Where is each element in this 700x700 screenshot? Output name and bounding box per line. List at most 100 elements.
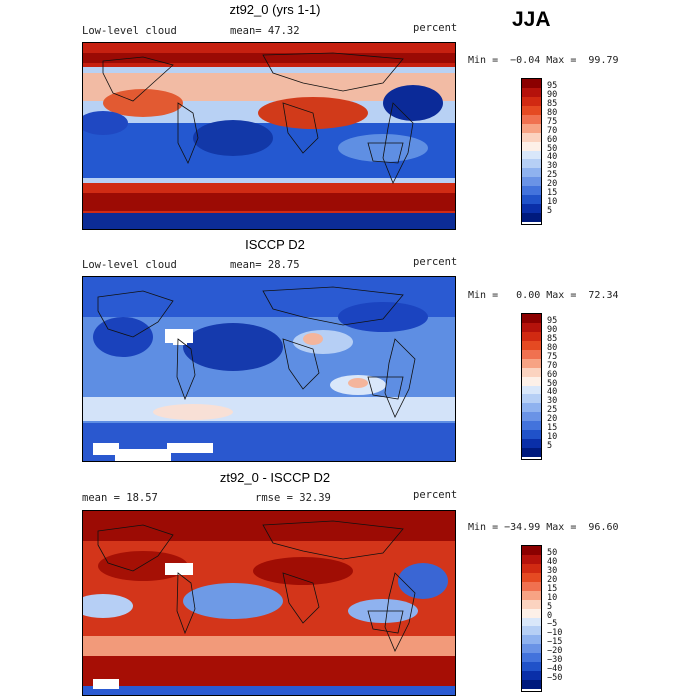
colorbar-swatch xyxy=(522,132,541,142)
colorbar-swatch xyxy=(522,554,541,564)
colorbar-swatch xyxy=(522,421,541,431)
colorbar-swatch xyxy=(522,79,541,88)
colorbar-tick-label: 10 xyxy=(547,432,558,443)
panel-3-map xyxy=(82,510,456,696)
colorbar-tick-label: 25 xyxy=(547,405,558,416)
panel-3-units-label: percent xyxy=(413,489,458,501)
colorbar-tick-label: −10 xyxy=(547,628,563,639)
colorbar-swatch xyxy=(522,150,541,160)
colorbar-swatch xyxy=(522,581,541,591)
colorbar-swatch xyxy=(522,349,541,359)
colorbar-tick-label: 85 xyxy=(547,98,558,109)
colorbar-tick-label: 15 xyxy=(547,188,558,199)
colorbar-swatch xyxy=(522,314,541,323)
colorbar-swatch xyxy=(522,439,541,449)
colorbar-tick-label: 0 xyxy=(547,610,553,621)
colorbar-tick-label: 20 xyxy=(547,414,558,425)
colorbar-tick-label: 50 xyxy=(547,143,558,154)
panel-3-mean-label: mean = 18.57 xyxy=(82,492,158,504)
panel-2-map xyxy=(82,276,456,462)
colorbar-tick-label: 90 xyxy=(547,89,558,100)
colorbar-swatch xyxy=(522,546,541,555)
colorbar-tick-label: 5 xyxy=(547,441,553,452)
season-label: JJA xyxy=(512,8,551,31)
colorbar-swatch xyxy=(522,195,541,205)
colorbar-tick-label: 10 xyxy=(547,197,558,208)
colorbar-swatch xyxy=(522,403,541,413)
panel-1-colorbar-labels: 95 90 85 80 75 70 60 50 40 30 25 20 15 10 5 xyxy=(547,78,577,225)
panel-3-min-max: Min = −34.99 Max = 96.60 xyxy=(468,522,619,533)
colorbar-swatch xyxy=(522,662,541,672)
colorbar-tick-label: 15 xyxy=(547,583,558,594)
colorbar-tick-label: 15 xyxy=(547,423,558,434)
colorbar-tick-label: 5 xyxy=(547,601,553,612)
panel-1-mean-label: mean= 47.32 xyxy=(230,25,300,37)
colorbar-swatch xyxy=(522,572,541,582)
colorbar-tick-label: 90 xyxy=(547,324,558,335)
panel-2-colorbar-labels: 95 90 85 80 75 70 60 50 40 30 25 20 15 10 5 xyxy=(547,313,577,460)
colorbar-swatch xyxy=(522,96,541,106)
colorbar-tick-label: 20 xyxy=(547,574,558,585)
colorbar-swatch xyxy=(522,385,541,395)
colorbar-swatch xyxy=(522,671,541,681)
colorbar-tick-label: 60 xyxy=(547,134,558,145)
colorbar-swatch xyxy=(522,114,541,124)
panel-1-colorbar xyxy=(521,78,542,225)
colorbar-swatch xyxy=(522,123,541,133)
colorbar-swatch xyxy=(522,635,541,645)
panel-1-min-max: Min = −0.04 Max = 99.79 xyxy=(468,55,619,66)
colorbar-tick-label: 70 xyxy=(547,360,558,371)
colorbar-swatch xyxy=(522,213,541,222)
colorbar-swatch xyxy=(522,322,541,332)
panel-1-units-label: percent xyxy=(413,22,458,34)
colorbar-swatch xyxy=(522,680,541,689)
colorbar-swatch xyxy=(522,331,541,341)
panel-2-mean-label: mean= 28.75 xyxy=(230,259,300,271)
colorbar-tick-label: 80 xyxy=(547,342,558,353)
colorbar-swatch xyxy=(522,177,541,187)
colorbar-tick-label: 60 xyxy=(547,369,558,380)
colorbar-tick-label: 50 xyxy=(547,378,558,389)
panel-1-map xyxy=(82,42,456,230)
colorbar-tick-label: 25 xyxy=(547,170,558,181)
colorbar-tick-label: 40 xyxy=(547,556,558,567)
colorbar-swatch xyxy=(522,87,541,97)
colorbar-tick-label: 20 xyxy=(547,179,558,190)
colorbar-tick-label: 10 xyxy=(547,592,558,603)
panel-1-title: zt92_0 (yrs 1-1) xyxy=(229,2,321,17)
colorbar-tick-label: 75 xyxy=(547,116,558,127)
colorbar-swatch xyxy=(522,412,541,422)
colorbar-tick-label: 85 xyxy=(547,333,558,344)
colorbar-tick-label: 95 xyxy=(547,315,558,326)
colorbar-swatch xyxy=(522,394,541,404)
colorbar-swatch xyxy=(522,367,541,377)
colorbar-swatch xyxy=(522,617,541,627)
colorbar-tick-label: 95 xyxy=(547,80,558,91)
colorbar-swatch xyxy=(522,159,541,169)
colorbar-tick-label: 40 xyxy=(547,387,558,398)
colorbar-swatch xyxy=(522,626,541,636)
colorbar-tick-label: 80 xyxy=(547,107,558,118)
colorbar-swatch xyxy=(522,653,541,663)
panel-3-colorbar xyxy=(521,545,542,692)
colorbar-tick-label: 30 xyxy=(547,396,558,407)
colorbar-tick-label: 40 xyxy=(547,152,558,163)
colorbar-swatch xyxy=(522,141,541,151)
colorbar-swatch xyxy=(522,204,541,214)
panel-2-field-label: Low-level cloud xyxy=(82,259,177,271)
colorbar-swatch xyxy=(522,376,541,386)
colorbar-swatch xyxy=(522,358,541,368)
colorbar-swatch xyxy=(522,448,541,457)
colorbar-swatch xyxy=(522,430,541,440)
panel-2-title: ISCCP D2 xyxy=(245,237,305,252)
colorbar-swatch xyxy=(522,186,541,196)
colorbar-tick-label: −15 xyxy=(547,637,563,648)
colorbar-swatch xyxy=(522,563,541,573)
colorbar-tick-label: 70 xyxy=(547,125,558,136)
colorbar-tick-label: 30 xyxy=(547,161,558,172)
panel-2-min-max: Min = 0.00 Max = 72.34 xyxy=(468,290,619,301)
colorbar-swatch xyxy=(522,590,541,600)
panel-3-title: zt92_0 - ISCCP D2 xyxy=(219,470,331,485)
colorbar-tick-label: −30 xyxy=(547,655,563,666)
colorbar-swatch xyxy=(522,599,541,609)
